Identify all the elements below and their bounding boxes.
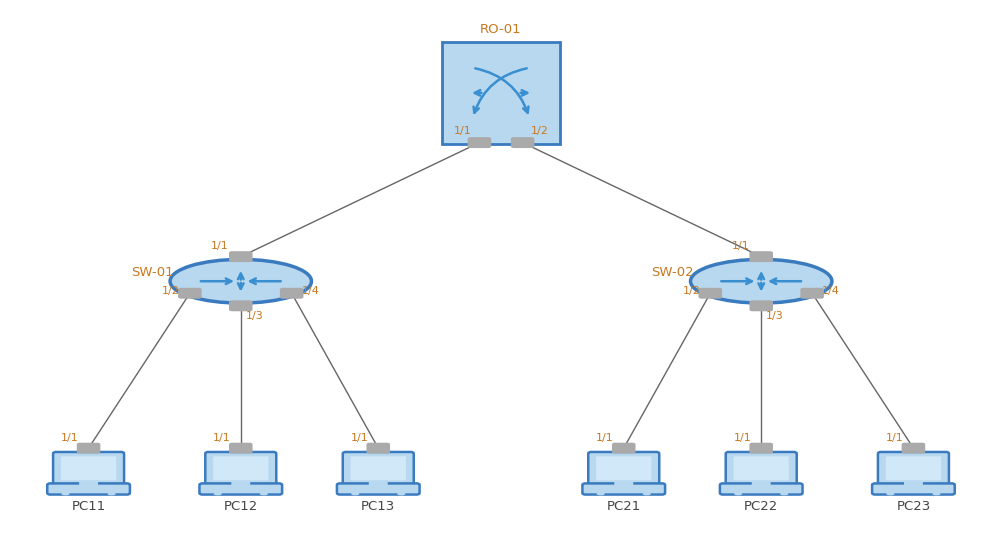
FancyBboxPatch shape bbox=[79, 481, 98, 487]
FancyBboxPatch shape bbox=[725, 452, 797, 485]
FancyArrowPatch shape bbox=[475, 90, 482, 96]
Text: PC11: PC11 bbox=[71, 500, 105, 512]
Text: 1/1: 1/1 bbox=[886, 433, 904, 443]
Ellipse shape bbox=[886, 492, 895, 495]
FancyBboxPatch shape bbox=[213, 456, 269, 480]
FancyBboxPatch shape bbox=[367, 443, 390, 453]
Text: SW-02: SW-02 bbox=[651, 266, 694, 279]
FancyBboxPatch shape bbox=[749, 251, 773, 262]
FancyBboxPatch shape bbox=[612, 443, 635, 453]
Text: 1/2: 1/2 bbox=[530, 126, 548, 136]
FancyBboxPatch shape bbox=[801, 288, 824, 299]
FancyArrowPatch shape bbox=[474, 69, 527, 113]
FancyBboxPatch shape bbox=[749, 300, 773, 311]
FancyBboxPatch shape bbox=[582, 483, 665, 495]
Ellipse shape bbox=[781, 492, 789, 495]
Ellipse shape bbox=[213, 492, 221, 495]
Ellipse shape bbox=[351, 492, 360, 495]
FancyBboxPatch shape bbox=[61, 456, 116, 480]
Text: PC23: PC23 bbox=[897, 500, 931, 512]
Ellipse shape bbox=[61, 492, 70, 495]
Text: 1/3: 1/3 bbox=[767, 311, 784, 321]
Ellipse shape bbox=[734, 492, 742, 495]
Ellipse shape bbox=[690, 260, 832, 303]
Ellipse shape bbox=[107, 492, 116, 495]
Text: 1/2: 1/2 bbox=[682, 286, 700, 296]
FancyBboxPatch shape bbox=[229, 300, 253, 311]
Ellipse shape bbox=[642, 492, 651, 495]
FancyBboxPatch shape bbox=[343, 452, 414, 485]
FancyBboxPatch shape bbox=[351, 456, 406, 480]
Text: 1/4: 1/4 bbox=[302, 286, 320, 296]
Ellipse shape bbox=[170, 260, 312, 303]
Text: 1/1: 1/1 bbox=[731, 241, 749, 251]
Text: 1/2: 1/2 bbox=[162, 286, 180, 296]
FancyBboxPatch shape bbox=[229, 251, 253, 262]
Text: PC21: PC21 bbox=[606, 500, 641, 512]
FancyBboxPatch shape bbox=[178, 288, 201, 299]
Text: PC22: PC22 bbox=[744, 500, 779, 512]
Text: SW-01: SW-01 bbox=[131, 266, 173, 279]
Text: 1/3: 1/3 bbox=[245, 311, 264, 321]
Text: 1/1: 1/1 bbox=[213, 433, 230, 443]
Text: 1/1: 1/1 bbox=[596, 433, 614, 443]
FancyBboxPatch shape bbox=[733, 456, 789, 480]
FancyArrowPatch shape bbox=[475, 69, 528, 113]
FancyBboxPatch shape bbox=[205, 452, 277, 485]
Ellipse shape bbox=[397, 492, 406, 495]
FancyBboxPatch shape bbox=[596, 456, 651, 480]
FancyBboxPatch shape bbox=[53, 452, 124, 485]
Text: 1/1: 1/1 bbox=[61, 433, 79, 443]
Text: 1/1: 1/1 bbox=[211, 241, 229, 251]
FancyBboxPatch shape bbox=[369, 481, 388, 487]
FancyBboxPatch shape bbox=[886, 456, 941, 480]
Ellipse shape bbox=[932, 492, 941, 495]
FancyBboxPatch shape bbox=[872, 483, 955, 495]
Text: 1/1: 1/1 bbox=[733, 433, 752, 443]
FancyBboxPatch shape bbox=[878, 452, 949, 485]
FancyBboxPatch shape bbox=[511, 137, 534, 148]
Text: PC12: PC12 bbox=[223, 500, 258, 512]
FancyBboxPatch shape bbox=[77, 443, 100, 453]
FancyBboxPatch shape bbox=[199, 483, 283, 495]
FancyArrowPatch shape bbox=[520, 90, 527, 96]
Text: PC13: PC13 bbox=[361, 500, 396, 512]
FancyBboxPatch shape bbox=[749, 443, 773, 453]
FancyBboxPatch shape bbox=[280, 288, 304, 299]
Text: 1/1: 1/1 bbox=[454, 126, 472, 136]
Text: RO-01: RO-01 bbox=[480, 23, 522, 36]
FancyBboxPatch shape bbox=[229, 443, 253, 453]
FancyBboxPatch shape bbox=[47, 483, 130, 495]
FancyBboxPatch shape bbox=[468, 137, 491, 148]
FancyBboxPatch shape bbox=[231, 481, 250, 487]
FancyBboxPatch shape bbox=[752, 481, 771, 487]
Text: 1/4: 1/4 bbox=[822, 286, 840, 296]
FancyBboxPatch shape bbox=[337, 483, 420, 495]
FancyBboxPatch shape bbox=[614, 481, 633, 487]
Ellipse shape bbox=[260, 492, 268, 495]
FancyBboxPatch shape bbox=[719, 483, 803, 495]
FancyBboxPatch shape bbox=[698, 288, 722, 299]
FancyBboxPatch shape bbox=[442, 42, 560, 144]
Text: 1/1: 1/1 bbox=[351, 433, 369, 443]
Ellipse shape bbox=[596, 492, 605, 495]
FancyBboxPatch shape bbox=[904, 481, 923, 487]
FancyBboxPatch shape bbox=[902, 443, 925, 453]
FancyBboxPatch shape bbox=[588, 452, 659, 485]
